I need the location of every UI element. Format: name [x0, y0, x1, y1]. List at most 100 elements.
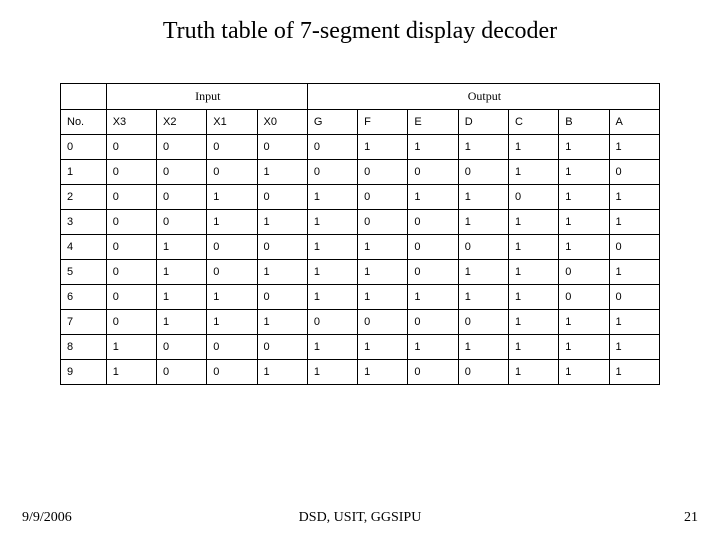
- cell: 3: [61, 210, 107, 235]
- table-row: 810001111111: [61, 335, 660, 360]
- cell: 1: [559, 360, 609, 385]
- footer-page-number: 21: [684, 510, 698, 526]
- cell: 0: [106, 310, 156, 335]
- cell: 1: [458, 285, 508, 310]
- group-header-output: Output: [307, 84, 659, 110]
- cell: 0: [358, 210, 408, 235]
- truth-table-container: Input Output No. X3 X2 X1 X0 G F E D C B…: [60, 83, 660, 385]
- table-row: 501011101101: [61, 260, 660, 285]
- col-header: X0: [257, 110, 307, 135]
- cell: 0: [106, 160, 156, 185]
- cell: 0: [508, 185, 558, 210]
- col-header: No.: [61, 110, 107, 135]
- cell: 1: [207, 185, 257, 210]
- cell: 0: [609, 235, 659, 260]
- cell: 1: [307, 210, 357, 235]
- cell: 1: [358, 135, 408, 160]
- cell: 1: [207, 210, 257, 235]
- cell: 1: [609, 335, 659, 360]
- cell: 7: [61, 310, 107, 335]
- cell: 0: [559, 285, 609, 310]
- cell: 0: [106, 185, 156, 210]
- cell: 1: [307, 285, 357, 310]
- cell: 1: [358, 235, 408, 260]
- cell: 1: [257, 260, 307, 285]
- cell: 1: [307, 235, 357, 260]
- cell: 0: [307, 160, 357, 185]
- cell: 0: [458, 360, 508, 385]
- cell: 1: [458, 185, 508, 210]
- cell: 0: [257, 235, 307, 260]
- cell: 1: [508, 260, 558, 285]
- cell: 1: [609, 185, 659, 210]
- cell: 0: [408, 210, 458, 235]
- cell: 0: [156, 160, 206, 185]
- col-header: X1: [207, 110, 257, 135]
- cell: 0: [307, 135, 357, 160]
- cell: 1: [508, 160, 558, 185]
- cell: 1: [609, 135, 659, 160]
- cell: 1: [358, 285, 408, 310]
- cell: 0: [458, 235, 508, 260]
- page-title: Truth table of 7-segment display decoder: [0, 0, 720, 53]
- col-header: A: [609, 110, 659, 135]
- table-row: 100010000110: [61, 160, 660, 185]
- cell: 0: [156, 360, 206, 385]
- group-header-blank: [61, 84, 107, 110]
- footer-center: DSD, USIT, GGSIPU: [0, 510, 720, 526]
- cell: 1: [508, 235, 558, 260]
- cell: 1: [156, 260, 206, 285]
- cell: 1: [508, 135, 558, 160]
- cell: 0: [156, 185, 206, 210]
- table-row: 401001100110: [61, 235, 660, 260]
- cell: 0: [207, 360, 257, 385]
- cell: 1: [307, 260, 357, 285]
- cell: 1: [156, 235, 206, 260]
- cell: 4: [61, 235, 107, 260]
- cell: 1: [559, 185, 609, 210]
- group-header-row: Input Output: [61, 84, 660, 110]
- cell: 1: [559, 335, 609, 360]
- cell: 0: [207, 260, 257, 285]
- cell: 1: [307, 185, 357, 210]
- cell: 0: [257, 135, 307, 160]
- cell: 1: [559, 160, 609, 185]
- cell: 0: [156, 210, 206, 235]
- col-header: F: [358, 110, 408, 135]
- cell: 1: [508, 360, 558, 385]
- cell: 0: [408, 310, 458, 335]
- cell: 0: [207, 235, 257, 260]
- col-header: X2: [156, 110, 206, 135]
- cell: 0: [458, 160, 508, 185]
- cell: 1: [156, 285, 206, 310]
- cell: 1: [307, 335, 357, 360]
- col-header: E: [408, 110, 458, 135]
- slide-page: Truth table of 7-segment display decoder…: [0, 0, 720, 540]
- cell: 1: [307, 360, 357, 385]
- col-header: X3: [106, 110, 156, 135]
- cell: 1: [106, 360, 156, 385]
- cell: 9: [61, 360, 107, 385]
- cell: 6: [61, 285, 107, 310]
- table-row: 910011100111: [61, 360, 660, 385]
- cell: 1: [559, 310, 609, 335]
- cell: 0: [61, 135, 107, 160]
- cell: 1: [408, 185, 458, 210]
- cell: 1: [508, 335, 558, 360]
- cell: 0: [458, 310, 508, 335]
- cell: 0: [408, 360, 458, 385]
- cell: 1: [257, 310, 307, 335]
- cell: 0: [156, 335, 206, 360]
- cell: 0: [106, 260, 156, 285]
- table-row: 701110000111: [61, 310, 660, 335]
- col-header: D: [458, 110, 508, 135]
- table-body: 000000111111 100010000110 200101011011 3…: [61, 135, 660, 385]
- cell: 5: [61, 260, 107, 285]
- cell: 1: [508, 285, 558, 310]
- cell: 1: [609, 260, 659, 285]
- cell: 1: [61, 160, 107, 185]
- cell: 1: [458, 135, 508, 160]
- cell: 0: [408, 235, 458, 260]
- table-row: 200101011011: [61, 185, 660, 210]
- col-header: G: [307, 110, 357, 135]
